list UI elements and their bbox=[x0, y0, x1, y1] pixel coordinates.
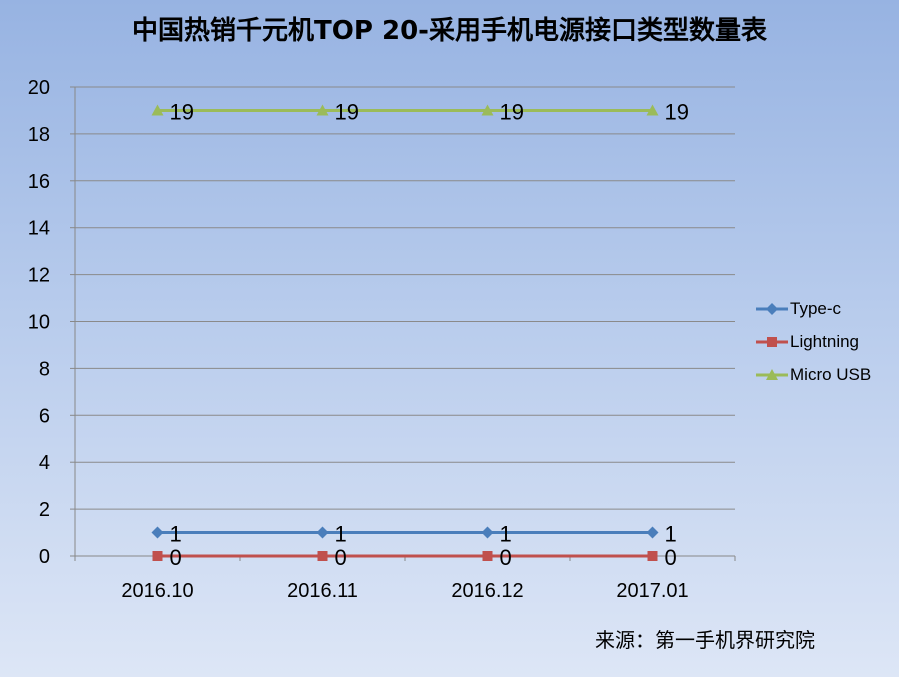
y-tick-label: 16 bbox=[28, 171, 50, 193]
y-tick-label: 2 bbox=[39, 499, 50, 521]
legend-label: Lightning bbox=[790, 331, 860, 351]
data-label: 19 bbox=[335, 99, 359, 124]
data-point-marker bbox=[647, 551, 658, 561]
legend-key bbox=[756, 302, 788, 315]
y-tick-label: 20 bbox=[28, 77, 50, 99]
data-label: 1 bbox=[665, 522, 677, 547]
legend-key bbox=[756, 368, 788, 380]
x-tick-label: 2016.11 bbox=[287, 580, 358, 602]
data-point-marker bbox=[316, 526, 329, 539]
legend-label: Type-c bbox=[790, 298, 842, 318]
data-point-marker bbox=[646, 526, 659, 539]
data-point-marker bbox=[151, 526, 164, 539]
data-point-marker bbox=[481, 526, 494, 539]
data-label: 1 bbox=[335, 522, 347, 547]
data-point-marker bbox=[481, 104, 494, 116]
data-label: 0 bbox=[335, 545, 347, 570]
legend-label: Micro USB bbox=[790, 364, 872, 384]
data-label: 0 bbox=[665, 545, 677, 570]
y-tick-label: 0 bbox=[39, 546, 50, 568]
chart-title: 中国热销千元机TOP 20-采用手机电源接口类型数量表 bbox=[132, 16, 767, 46]
data-point-marker bbox=[646, 104, 659, 116]
y-tick-label: 10 bbox=[28, 312, 50, 334]
data-label: 19 bbox=[500, 99, 524, 124]
data-label: 19 bbox=[665, 99, 689, 124]
data-label: 0 bbox=[500, 545, 512, 570]
y-tick-label: 18 bbox=[28, 124, 50, 146]
data-point-marker bbox=[152, 551, 163, 561]
y-tick-label: 8 bbox=[39, 358, 50, 380]
legend-item: Lightning bbox=[756, 325, 871, 358]
x-tick-label: 2016.12 bbox=[451, 580, 523, 602]
data-point-marker bbox=[482, 551, 493, 561]
data-label: 0 bbox=[170, 545, 182, 570]
data-label: 1 bbox=[500, 522, 512, 547]
y-tick-label: 14 bbox=[28, 218, 50, 240]
data-point-marker bbox=[151, 104, 164, 116]
x-tick-label: 2017.01 bbox=[616, 580, 688, 602]
legend-item: Micro USB bbox=[756, 358, 871, 391]
y-tick-label: 4 bbox=[39, 452, 50, 474]
y-tick-label: 6 bbox=[39, 405, 50, 427]
x-tick-label: 2016.10 bbox=[121, 580, 193, 602]
data-label: 19 bbox=[170, 99, 194, 124]
y-tick-label: 12 bbox=[28, 265, 50, 287]
legend-key bbox=[756, 336, 788, 347]
data-point-marker bbox=[316, 104, 329, 116]
data-point-marker bbox=[317, 551, 328, 561]
source-note: 来源：第一手机界研究院 bbox=[595, 628, 815, 652]
chart-legend: Type-c Lightning Micro USB bbox=[756, 292, 871, 391]
legend-item: Type-c bbox=[756, 292, 871, 325]
data-label: 1 bbox=[170, 522, 182, 547]
